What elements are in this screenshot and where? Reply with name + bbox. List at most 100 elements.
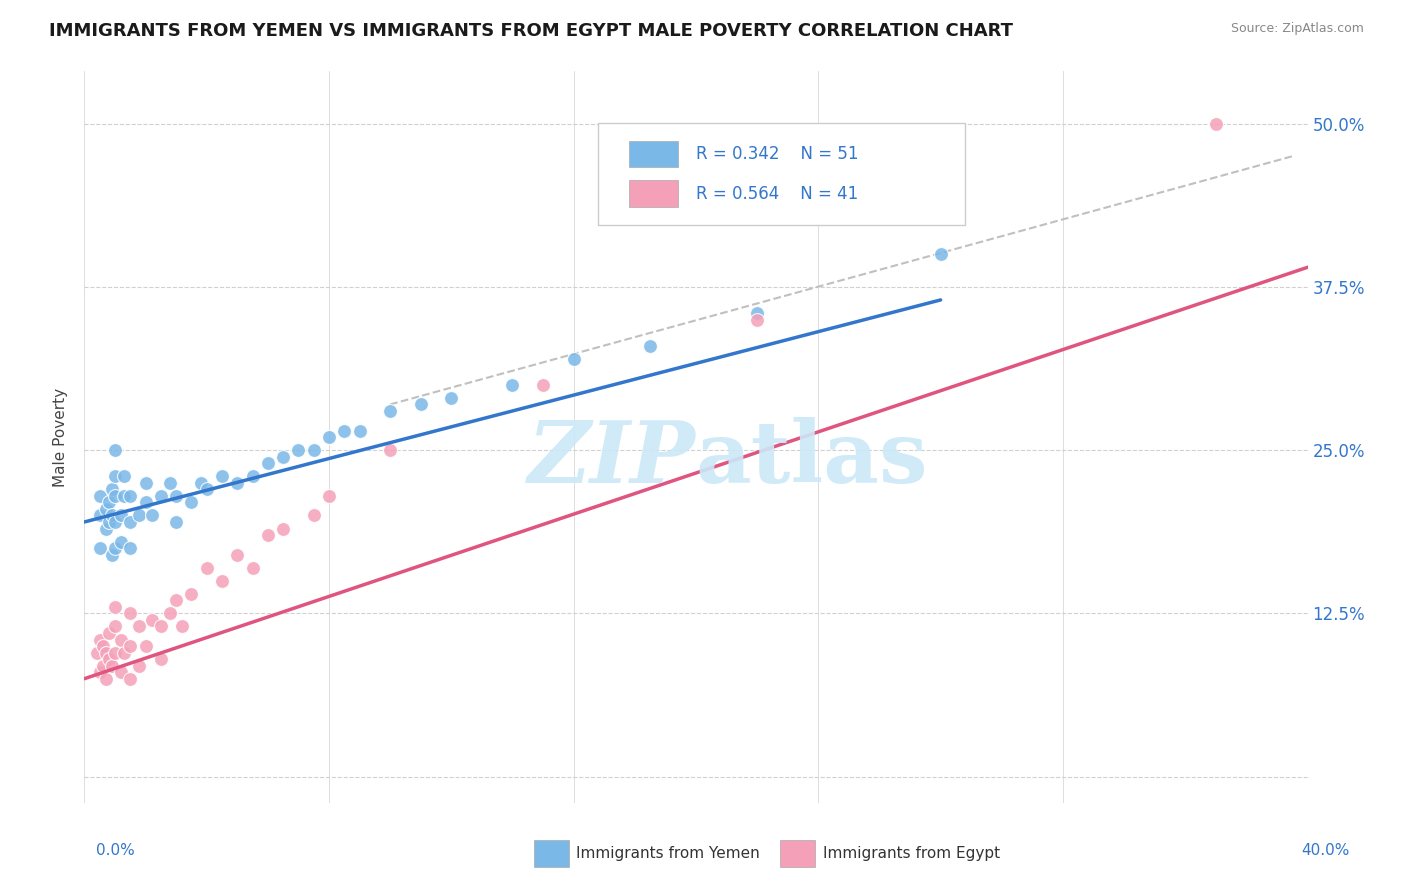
Point bbox=[112, 489, 135, 503]
Point bbox=[91, 639, 114, 653]
Point bbox=[97, 626, 120, 640]
Point bbox=[104, 541, 127, 555]
Point bbox=[110, 508, 132, 523]
Point bbox=[287, 443, 309, 458]
Point bbox=[226, 548, 249, 562]
Point bbox=[104, 646, 127, 660]
Point bbox=[120, 639, 142, 653]
Y-axis label: Male Poverty: Male Poverty bbox=[53, 387, 69, 487]
Point bbox=[141, 613, 163, 627]
Point bbox=[380, 443, 402, 458]
Point bbox=[380, 404, 402, 418]
Point bbox=[271, 450, 294, 464]
Point bbox=[318, 489, 340, 503]
Point bbox=[190, 475, 212, 490]
Point bbox=[149, 652, 172, 666]
FancyBboxPatch shape bbox=[598, 122, 965, 225]
Point bbox=[562, 351, 585, 366]
Point bbox=[120, 515, 142, 529]
Point bbox=[110, 534, 132, 549]
Point bbox=[104, 599, 127, 614]
Point bbox=[149, 619, 172, 633]
Point bbox=[128, 619, 150, 633]
Point bbox=[89, 508, 111, 523]
Point bbox=[101, 508, 124, 523]
Text: R = 0.342    N = 51: R = 0.342 N = 51 bbox=[696, 145, 859, 163]
Point bbox=[159, 475, 181, 490]
Point bbox=[86, 646, 108, 660]
Point bbox=[165, 489, 187, 503]
Point bbox=[257, 456, 280, 470]
Point bbox=[94, 646, 117, 660]
Point bbox=[149, 489, 172, 503]
Point bbox=[89, 489, 111, 503]
Point bbox=[110, 665, 132, 680]
Point bbox=[135, 475, 157, 490]
Point bbox=[94, 521, 117, 535]
Point bbox=[409, 397, 432, 411]
Point bbox=[104, 443, 127, 458]
Point bbox=[104, 619, 127, 633]
Point bbox=[226, 475, 249, 490]
Point bbox=[120, 607, 142, 621]
Point bbox=[94, 672, 117, 686]
Text: IMMIGRANTS FROM YEMEN VS IMMIGRANTS FROM EGYPT MALE POVERTY CORRELATION CHART: IMMIGRANTS FROM YEMEN VS IMMIGRANTS FROM… bbox=[49, 22, 1014, 40]
Point bbox=[110, 632, 132, 647]
Point bbox=[318, 430, 340, 444]
Point bbox=[172, 619, 194, 633]
Point bbox=[180, 495, 202, 509]
Point bbox=[89, 541, 111, 555]
Text: Immigrants from Egypt: Immigrants from Egypt bbox=[823, 847, 1000, 861]
Point bbox=[112, 469, 135, 483]
Point bbox=[128, 508, 150, 523]
Point bbox=[747, 306, 769, 320]
Point bbox=[257, 528, 280, 542]
Point bbox=[89, 665, 111, 680]
Point bbox=[242, 469, 264, 483]
Point bbox=[242, 560, 264, 574]
Point bbox=[747, 312, 769, 326]
Point bbox=[929, 247, 952, 261]
Point bbox=[302, 443, 325, 458]
Point bbox=[94, 502, 117, 516]
Point bbox=[165, 593, 187, 607]
Text: atlas: atlas bbox=[696, 417, 928, 501]
Point bbox=[349, 424, 371, 438]
Text: Immigrants from Yemen: Immigrants from Yemen bbox=[576, 847, 761, 861]
Point bbox=[141, 508, 163, 523]
Point bbox=[638, 339, 661, 353]
Point bbox=[531, 377, 554, 392]
Bar bbox=[628, 141, 678, 167]
Point bbox=[104, 489, 127, 503]
Point bbox=[101, 483, 124, 497]
Point bbox=[128, 658, 150, 673]
Point bbox=[89, 632, 111, 647]
Point bbox=[180, 587, 202, 601]
Point bbox=[135, 495, 157, 509]
Point bbox=[159, 607, 181, 621]
Point bbox=[97, 515, 120, 529]
Point bbox=[271, 521, 294, 535]
Point bbox=[101, 658, 124, 673]
Point bbox=[104, 515, 127, 529]
Point bbox=[97, 652, 120, 666]
Point bbox=[120, 541, 142, 555]
Point bbox=[97, 495, 120, 509]
Text: ZIP: ZIP bbox=[529, 417, 696, 500]
Point bbox=[165, 515, 187, 529]
Text: 40.0%: 40.0% bbox=[1302, 843, 1350, 858]
Point bbox=[91, 658, 114, 673]
Point bbox=[195, 483, 218, 497]
Point bbox=[302, 508, 325, 523]
Text: R = 0.564    N = 41: R = 0.564 N = 41 bbox=[696, 185, 858, 202]
Point bbox=[195, 560, 218, 574]
Point bbox=[1205, 117, 1227, 131]
Point bbox=[101, 548, 124, 562]
Point bbox=[120, 672, 142, 686]
Text: Source: ZipAtlas.com: Source: ZipAtlas.com bbox=[1230, 22, 1364, 36]
Point bbox=[333, 424, 356, 438]
Point bbox=[211, 574, 233, 588]
Point bbox=[211, 469, 233, 483]
Point bbox=[120, 489, 142, 503]
Point bbox=[112, 646, 135, 660]
